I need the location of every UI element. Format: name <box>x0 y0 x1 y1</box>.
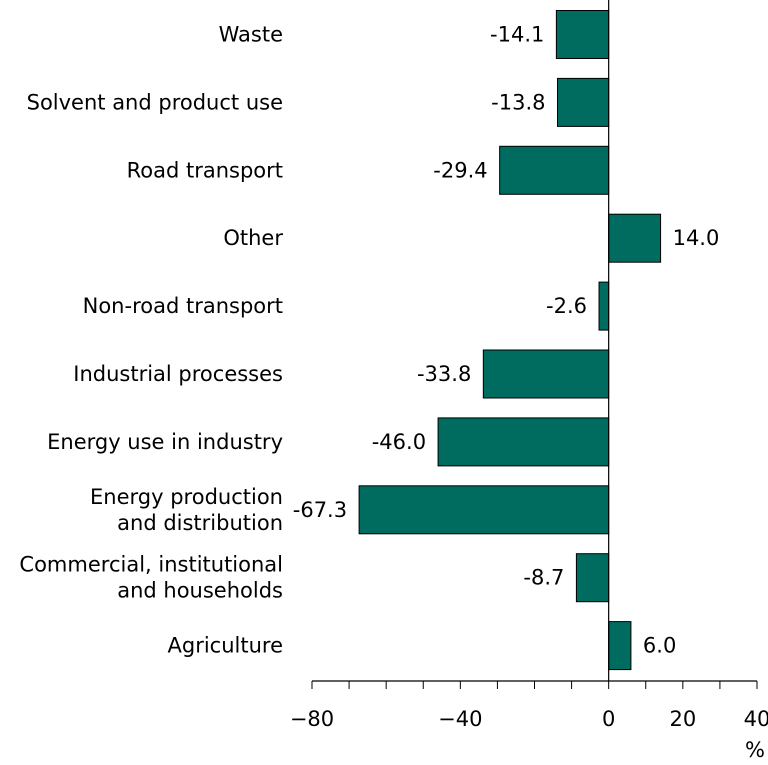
bar-7 <box>358 485 610 535</box>
value-label: -8.7 <box>523 566 564 590</box>
bar-0 <box>555 10 610 59</box>
value-label: -14.1 <box>490 23 544 47</box>
x-tick-label: −80 <box>290 707 334 731</box>
bar-2 <box>499 145 610 195</box>
unit-label: % <box>745 738 765 762</box>
category-label: Commercial, institutional <box>19 553 283 577</box>
value-label: -67.3 <box>293 498 347 522</box>
value-label: 6.0 <box>643 634 676 658</box>
value-label: -33.8 <box>417 362 471 386</box>
category-label: Waste <box>219 23 283 47</box>
category-label: Solvent and product use <box>27 90 283 114</box>
value-label: -29.4 <box>433 158 487 182</box>
x-axis: −80 −40 0 20 40 <box>290 0 768 731</box>
category-label: Other <box>223 226 283 250</box>
value-label: -46.0 <box>372 430 426 454</box>
bar-3 <box>608 213 662 263</box>
bar-5 <box>482 349 610 399</box>
category-label: Agriculture <box>168 634 284 658</box>
value-label: -2.6 <box>546 294 587 318</box>
bar-9 <box>608 621 632 671</box>
x-tick-label: −40 <box>438 707 482 731</box>
x-tick-label: 20 <box>669 707 696 731</box>
bars-group <box>358 10 662 671</box>
category-labels: Waste Solvent and product use Road transpo… <box>19 23 283 658</box>
category-label: Energy use in industry <box>47 430 283 454</box>
value-label: -13.8 <box>491 90 545 114</box>
category-label: Non-road transport <box>83 294 283 318</box>
bar-4 <box>598 281 610 331</box>
value-label: 14.0 <box>673 226 720 250</box>
x-tick-label: 40 <box>744 707 768 731</box>
category-label: and distribution <box>117 511 283 535</box>
category-label: Energy production <box>90 485 283 509</box>
value-labels: -14.1 -13.8 -29.4 14.0 -2.6 -33.8 -46.0 -67.3 -8… <box>293 23 720 658</box>
category-label: Industrial processes <box>73 362 283 386</box>
category-label: Road transport <box>127 158 283 182</box>
bar-8 <box>575 553 610 603</box>
category-label: and households <box>117 579 283 603</box>
bar-1 <box>556 77 610 127</box>
x-tick-label: 0 <box>602 707 615 731</box>
bar-6 <box>437 417 610 467</box>
